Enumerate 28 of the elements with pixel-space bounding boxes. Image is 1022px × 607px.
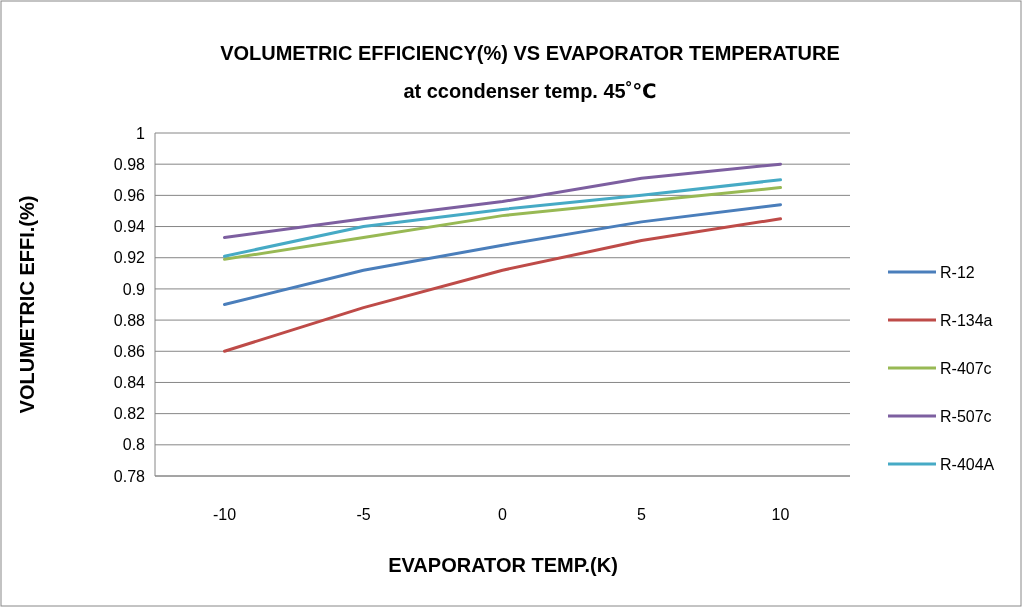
legend-label: R-507c — [940, 407, 992, 425]
y-tick-label: 0.92 — [113, 249, 146, 267]
y-tick-label: 0.82 — [113, 405, 146, 423]
y-tick-label: 0.78 — [113, 467, 146, 485]
x-tick-label: 0 — [498, 506, 508, 523]
y-tick-label: 0.88 — [113, 311, 146, 329]
x-axis-title: EVAPORATOR TEMP.(K) — [388, 554, 618, 576]
line-series — [223, 217, 782, 353]
legend-label: R-12 — [940, 263, 975, 281]
line-series — [223, 162, 782, 239]
y-tick-label: 0.86 — [113, 342, 146, 360]
x-tick-label: 5 — [637, 506, 647, 523]
y-tick-label: 0.9 — [122, 280, 146, 298]
y-tick-label: 0.96 — [113, 186, 146, 204]
x-tick-label: 10 — [771, 506, 790, 523]
y-tick-label: 0.94 — [113, 218, 146, 236]
legend-label: R-134a — [940, 311, 993, 329]
x-tick-label: -5 — [356, 506, 371, 523]
line-series — [223, 203, 782, 306]
y-tick-label: 0.84 — [113, 374, 146, 392]
chart-title: VOLUMETRIC EFFICIENCY(%) VS EVAPORATOR TEMPERATURE at ccondenser temp. 45˚℃ — [220, 42, 840, 102]
legend-label: R-407c — [940, 359, 992, 377]
y-tick-label: 0.98 — [113, 155, 146, 173]
x-tick-label: -10 — [212, 506, 237, 523]
y-tick-label: 1 — [136, 124, 146, 142]
legend-label: R-404A — [940, 455, 995, 473]
y-tick-label: 0.8 — [122, 436, 146, 454]
y-axis-title: VOLUMETRIC EFFI.(%) — [16, 195, 38, 414]
